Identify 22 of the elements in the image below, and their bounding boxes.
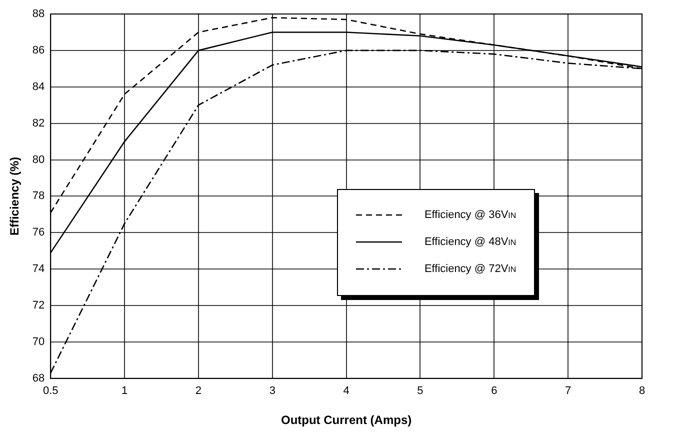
x-tick-label: 0.5 (42, 385, 58, 398)
y-tick-label: 68 (32, 372, 45, 384)
y-tick-label: 74 (32, 263, 45, 276)
x-tick-label: 3 (269, 385, 276, 398)
x-tick-label: 5 (417, 385, 424, 398)
y-tick-label: 88 (32, 8, 45, 20)
y-tick-label: 86 (32, 44, 45, 56)
y-tick-label: 70 (32, 336, 45, 348)
y-tick-label: 84 (32, 80, 45, 93)
y-tick-label: 72 (32, 300, 45, 312)
y-tick-label: 78 (32, 190, 45, 202)
x-tick-label: 6 (491, 385, 498, 398)
x-tick-label: 8 (638, 385, 646, 398)
x-tick-label: 1 (121, 385, 128, 398)
y-tick-label: 82 (32, 117, 45, 130)
x-tick-label: 4 (343, 385, 350, 398)
x-tick-label: 7 (565, 385, 572, 398)
y-tick-label: 76 (32, 226, 45, 239)
x-axis-title: Output Current (Amps) (280, 413, 412, 428)
y-tick-label: 80 (32, 154, 45, 166)
x-tick-label: 2 (195, 385, 202, 398)
y-axis-title: Efficiency (%) (8, 156, 22, 236)
